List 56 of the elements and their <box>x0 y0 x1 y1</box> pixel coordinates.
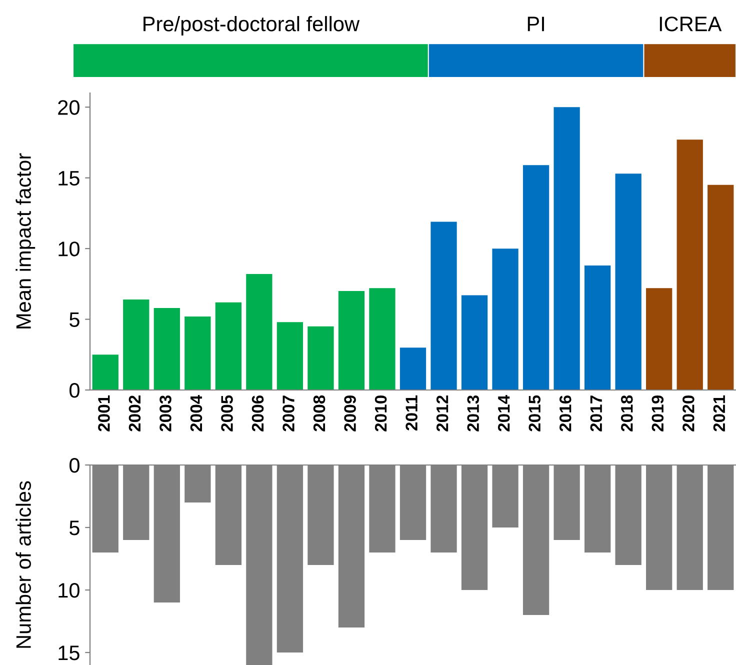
bar <box>646 288 672 390</box>
y-axis-title: Mean impact factor <box>16 153 36 328</box>
x-tick-label: 2012 <box>436 396 448 432</box>
bar <box>215 302 242 390</box>
text: PI <box>528 16 544 32</box>
x-tick-label: 2003 <box>160 395 172 432</box>
bar <box>584 266 611 390</box>
bar <box>708 184 734 390</box>
y-tick-label: 0 <box>70 458 80 473</box>
y-tick-label: 10 <box>58 242 80 256</box>
bar <box>676 140 703 390</box>
x-tick-label: 2021 <box>713 395 726 432</box>
bar <box>400 348 426 390</box>
y-tick-label: 5 <box>70 520 80 536</box>
x-tick-label: 2019 <box>652 395 664 432</box>
x-tick-label: 2002 <box>128 396 141 432</box>
text: Pre/post-doctoral fellow <box>144 16 360 36</box>
bar <box>308 326 334 390</box>
bar <box>522 165 550 390</box>
bar <box>154 308 180 390</box>
x-tick-label: 2004 <box>190 394 202 432</box>
x-tick-label: 2016 <box>559 395 572 432</box>
y-tick-label: 15 <box>58 646 80 660</box>
x-tick-label: 2013 <box>467 395 480 432</box>
y-axis-title: Number of articles <box>16 481 31 648</box>
y-tick-label: 15 <box>58 171 80 186</box>
x-tick-label: 2001 <box>98 395 110 432</box>
y-tick-label: 10 <box>58 583 80 598</box>
bar <box>492 248 518 390</box>
bar <box>461 295 488 390</box>
bar <box>92 354 118 390</box>
x-tick-label: 2017 <box>590 396 602 432</box>
x-tick-label: 2014 <box>498 394 510 432</box>
x-tick-label: 2011 <box>406 395 418 430</box>
x-tick-label: 2018 <box>621 395 633 432</box>
bar <box>430 222 457 390</box>
x-tick-label: 2006 <box>252 395 264 432</box>
bar <box>184 316 211 390</box>
x-tick-label: 2008 <box>313 395 326 432</box>
x-tick-label: 2007 <box>282 396 294 432</box>
bar <box>246 274 272 390</box>
bar <box>369 288 396 390</box>
y-tick-label: 0 <box>70 383 80 398</box>
bar <box>123 299 150 390</box>
text: ICREA <box>660 16 722 32</box>
x-tick-label: 2015 <box>528 395 541 432</box>
bar <box>615 174 642 390</box>
x-tick-label: 2005 <box>221 395 233 432</box>
y-tick-label: 20 <box>58 100 80 115</box>
y-tick-label: 5 <box>70 312 80 328</box>
bar <box>338 291 365 390</box>
bar <box>554 107 580 390</box>
x-tick-label: 2009 <box>344 395 356 432</box>
x-tick-label: 2010 <box>374 396 387 432</box>
x-tick-label: 2020 <box>682 396 694 432</box>
bar <box>276 322 304 390</box>
